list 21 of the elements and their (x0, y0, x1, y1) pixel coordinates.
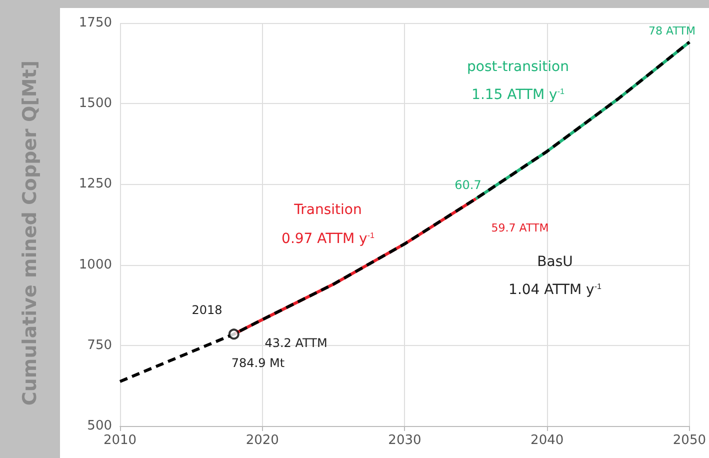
annotation: 60.7 (454, 178, 482, 192)
x-tick-label: 2040 (530, 433, 564, 448)
x-tick-label: 2030 (388, 433, 422, 448)
y-tick-label: 1250 (78, 176, 112, 192)
annotation: 2018 (192, 303, 222, 317)
x-tick-label: 2050 (672, 433, 706, 448)
annotation: 59.7 ATTM (491, 222, 549, 234)
x-tick-label: 2020 (246, 433, 279, 448)
x-tick-label: 2010 (103, 433, 137, 448)
annotation: BasU (537, 254, 573, 270)
y-tick-label: 1750 (78, 16, 112, 30)
y-tick-label: 750 (87, 338, 112, 353)
y-tick-label: 1500 (78, 96, 112, 112)
line-series (118, 40, 691, 384)
annotation: post-transition (467, 59, 569, 75)
annotation: Transition (293, 202, 362, 218)
annotation: 78 ATTM (648, 24, 696, 38)
y-tick-label: 1000 (78, 257, 112, 272)
annotation: 784.9 Mt (231, 356, 285, 370)
y-tick-label: 500 (87, 418, 112, 434)
annotation: 43.2 ATTM (264, 336, 328, 350)
